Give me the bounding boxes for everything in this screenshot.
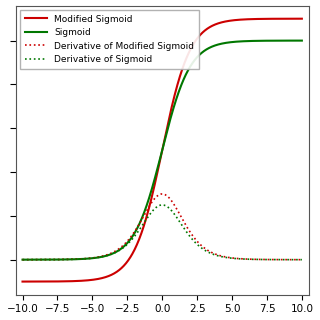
Derivative of Modified Sigmoid: [49, 258, 53, 261]
Modified Sigmoid: [238, 18, 242, 21]
Derivative of Sigmoid: [239, 257, 243, 261]
Derivative of Modified Sigmoid: [213, 252, 217, 256]
Derivative of Sigmoid: [20, 258, 24, 261]
Modified Sigmoid: [300, 17, 304, 20]
Derivative of Modified Sigmoid: [244, 257, 248, 261]
Line: Derivative of Sigmoid: Derivative of Sigmoid: [22, 205, 302, 260]
Derivative of Modified Sigmoid: [300, 258, 304, 261]
Sigmoid: [238, 39, 242, 43]
Modified Sigmoid: [133, 246, 137, 250]
Derivative of Sigmoid: [160, 203, 164, 207]
Line: Derivative of Modified Sigmoid: Derivative of Modified Sigmoid: [22, 194, 302, 260]
Derivative of Modified Sigmoid: [160, 192, 164, 196]
Modified Sigmoid: [49, 280, 53, 284]
Sigmoid: [49, 258, 53, 261]
Derivative of Modified Sigmoid: [239, 257, 243, 261]
Line: Modified Sigmoid: Modified Sigmoid: [22, 19, 302, 282]
Legend: Modified Sigmoid, Sigmoid, Derivative of Modified Sigmoid, Derivative of Sigmoid: Modified Sigmoid, Sigmoid, Derivative of…: [20, 10, 199, 68]
Sigmoid: [244, 39, 247, 43]
Derivative of Modified Sigmoid: [133, 228, 137, 232]
Derivative of Modified Sigmoid: [20, 258, 24, 261]
Modified Sigmoid: [144, 219, 148, 222]
Modified Sigmoid: [212, 23, 216, 27]
Derivative of Sigmoid: [133, 233, 137, 237]
Derivative of Sigmoid: [144, 219, 148, 222]
Derivative of Sigmoid: [300, 258, 304, 261]
Sigmoid: [144, 207, 148, 211]
Sigmoid: [300, 39, 304, 43]
Sigmoid: [133, 229, 137, 233]
Derivative of Sigmoid: [213, 253, 217, 257]
Line: Sigmoid: Sigmoid: [22, 41, 302, 260]
Modified Sigmoid: [20, 280, 24, 284]
Sigmoid: [212, 44, 216, 48]
Derivative of Modified Sigmoid: [144, 211, 148, 215]
Derivative of Sigmoid: [49, 258, 53, 261]
Sigmoid: [20, 258, 24, 261]
Derivative of Sigmoid: [244, 257, 248, 261]
Modified Sigmoid: [244, 18, 247, 21]
